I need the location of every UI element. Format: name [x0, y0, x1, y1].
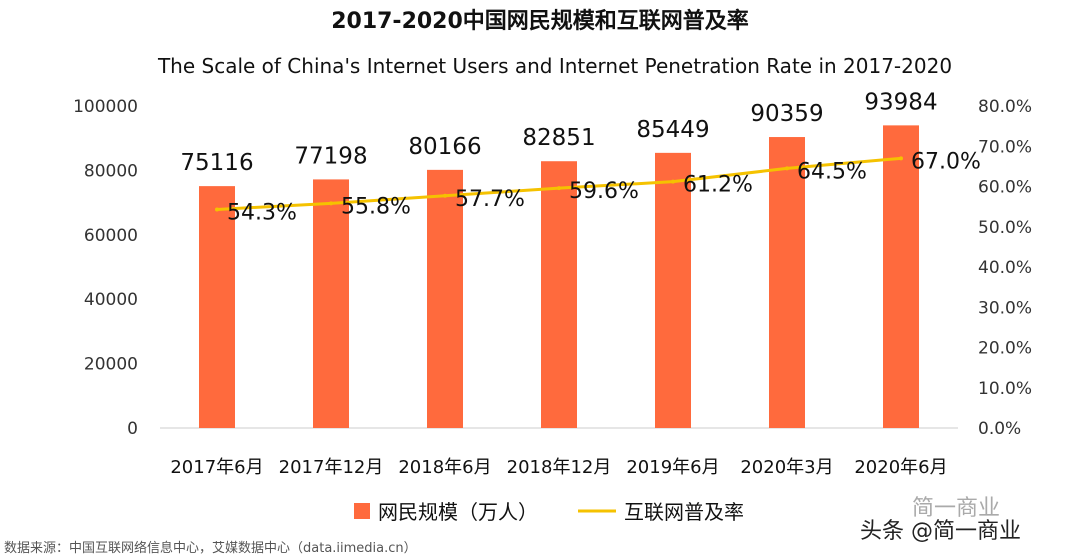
- line-point: [557, 186, 561, 191]
- x-tick-label: 2018年6月: [398, 457, 491, 478]
- y-right-tick-label: 60.0%: [978, 178, 1032, 198]
- bar: [883, 125, 919, 428]
- legend-bar-swatch: [354, 503, 370, 519]
- x-axis: 2017年6月 2017年12月 2018年6月 2018年12月 2019年6月 202…: [170, 457, 947, 478]
- y-left-tick-label: 20000: [84, 355, 138, 375]
- line-data-label: 61.2%: [683, 173, 753, 198]
- bar-data-label: 93984: [864, 89, 937, 115]
- bar: [313, 179, 349, 428]
- y-right-tick-label: 40.0%: [978, 258, 1032, 278]
- bar-data-label: 75116: [180, 150, 253, 176]
- line-point: [785, 166, 789, 171]
- line-series: [215, 156, 903, 212]
- y-left-tick-label: 80000: [84, 161, 138, 181]
- bar: [427, 169, 463, 428]
- x-tick-label: 2018年12月: [507, 457, 612, 478]
- watermark-faint: 简一商业: [912, 496, 1000, 521]
- chart-title: 2017-2020中国网民规模和互联网普及率: [331, 8, 749, 34]
- line-point: [215, 207, 219, 212]
- y-right-tick-label: 80.0%: [978, 97, 1032, 117]
- y-right-tick-label: 30.0%: [978, 298, 1032, 318]
- legend-bar-label: 网民规模（万人）: [378, 500, 538, 524]
- y-axis-left: 0 20000 40000 60000 80000 100000: [73, 97, 138, 439]
- line-data-label: 59.6%: [569, 179, 639, 204]
- y-right-tick-label: 70.0%: [978, 137, 1032, 157]
- bar-series: [199, 125, 919, 429]
- bar-data-label: 80166: [408, 134, 481, 160]
- legend: 网民规模（万人） 互联网普及率: [354, 500, 744, 524]
- bar: [199, 186, 235, 428]
- x-tick-label: 2020年3月: [740, 457, 833, 478]
- legend-line-label: 互联网普及率: [624, 500, 744, 524]
- y-left-tick-label: 0: [127, 419, 138, 439]
- line-point: [671, 179, 675, 184]
- y-left-tick-label: 100000: [73, 97, 138, 117]
- y-left-tick-label: 40000: [84, 290, 138, 310]
- line-point: [899, 156, 903, 161]
- y-left-tick-label: 60000: [84, 226, 138, 246]
- x-tick-label: 2017年6月: [170, 457, 263, 478]
- y-axis-right: 0.0% 10.0% 20.0% 30.0% 40.0% 50.0% 60.0% 70.0% 8…: [978, 97, 1032, 439]
- bar-data-label: 85449: [636, 117, 709, 143]
- bar-data-label: 77198: [294, 143, 367, 169]
- source-note: 数据来源：中国互联网络信息中心，艾媒数据中心（data.iimedia.cn）: [4, 540, 417, 556]
- y-right-tick-label: 10.0%: [978, 379, 1032, 399]
- y-right-tick-label: 0.0%: [978, 419, 1021, 439]
- line-data-labels: 54.3% 55.8% 57.7% 59.6% 61.2% 64.5% 67.0%: [227, 149, 981, 225]
- bar: [655, 152, 691, 428]
- bar-data-label: 90359: [750, 101, 823, 127]
- x-tick-label: 2020年6月: [854, 457, 947, 478]
- line-data-label: 55.8%: [341, 194, 411, 219]
- watermark-main: 头条 @简一商业: [860, 519, 1021, 544]
- y-right-tick-label: 50.0%: [978, 218, 1032, 238]
- bar: [541, 161, 577, 428]
- bar-data-labels: 75116 77198 80166 82851 85449 90359 93984: [180, 89, 937, 176]
- chart-subtitle: The Scale of China's Internet Users and …: [157, 54, 952, 78]
- bar: [769, 137, 805, 429]
- watermark: 简一商业 头条 @简一商业: [860, 496, 1021, 544]
- x-tick-label: 2019年6月: [626, 457, 719, 478]
- line-point: [329, 201, 333, 206]
- line-data-label: 67.0%: [911, 149, 981, 174]
- line-point: [443, 193, 447, 198]
- line-data-label: 54.3%: [227, 200, 297, 225]
- bar-data-label: 82851: [522, 125, 595, 151]
- line-data-label: 57.7%: [455, 187, 525, 212]
- x-tick-label: 2017年12月: [279, 457, 384, 478]
- y-right-tick-label: 20.0%: [978, 339, 1032, 359]
- line-data-label: 64.5%: [797, 159, 867, 184]
